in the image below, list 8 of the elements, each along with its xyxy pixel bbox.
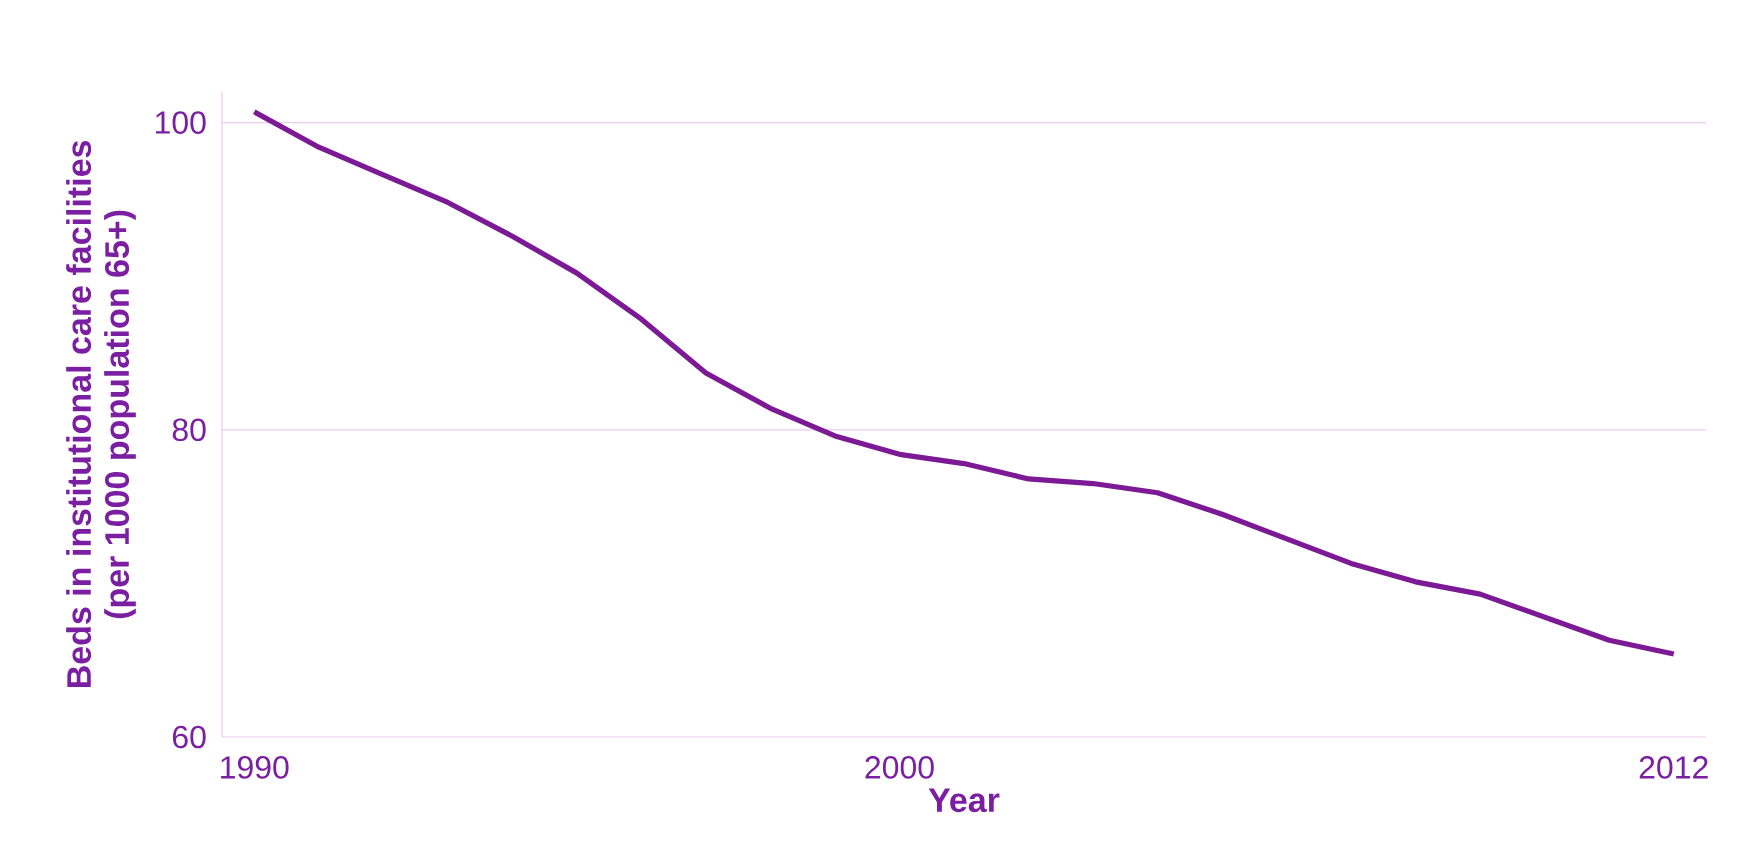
y-tick-label: 100	[155, 111, 206, 134]
y-tick-label: 80	[172, 418, 206, 442]
y-tick-label: 60	[172, 725, 206, 749]
y-axis-title: Beds in institutional care facilities (per 1000 population 65+)	[66, 140, 136, 688]
x-tick-label: 2000	[865, 756, 934, 779]
x-axis-title: Year	[928, 788, 1000, 813]
x-tick-label: 2012	[1639, 756, 1708, 779]
x-tick-label: 1990	[221, 756, 289, 779]
